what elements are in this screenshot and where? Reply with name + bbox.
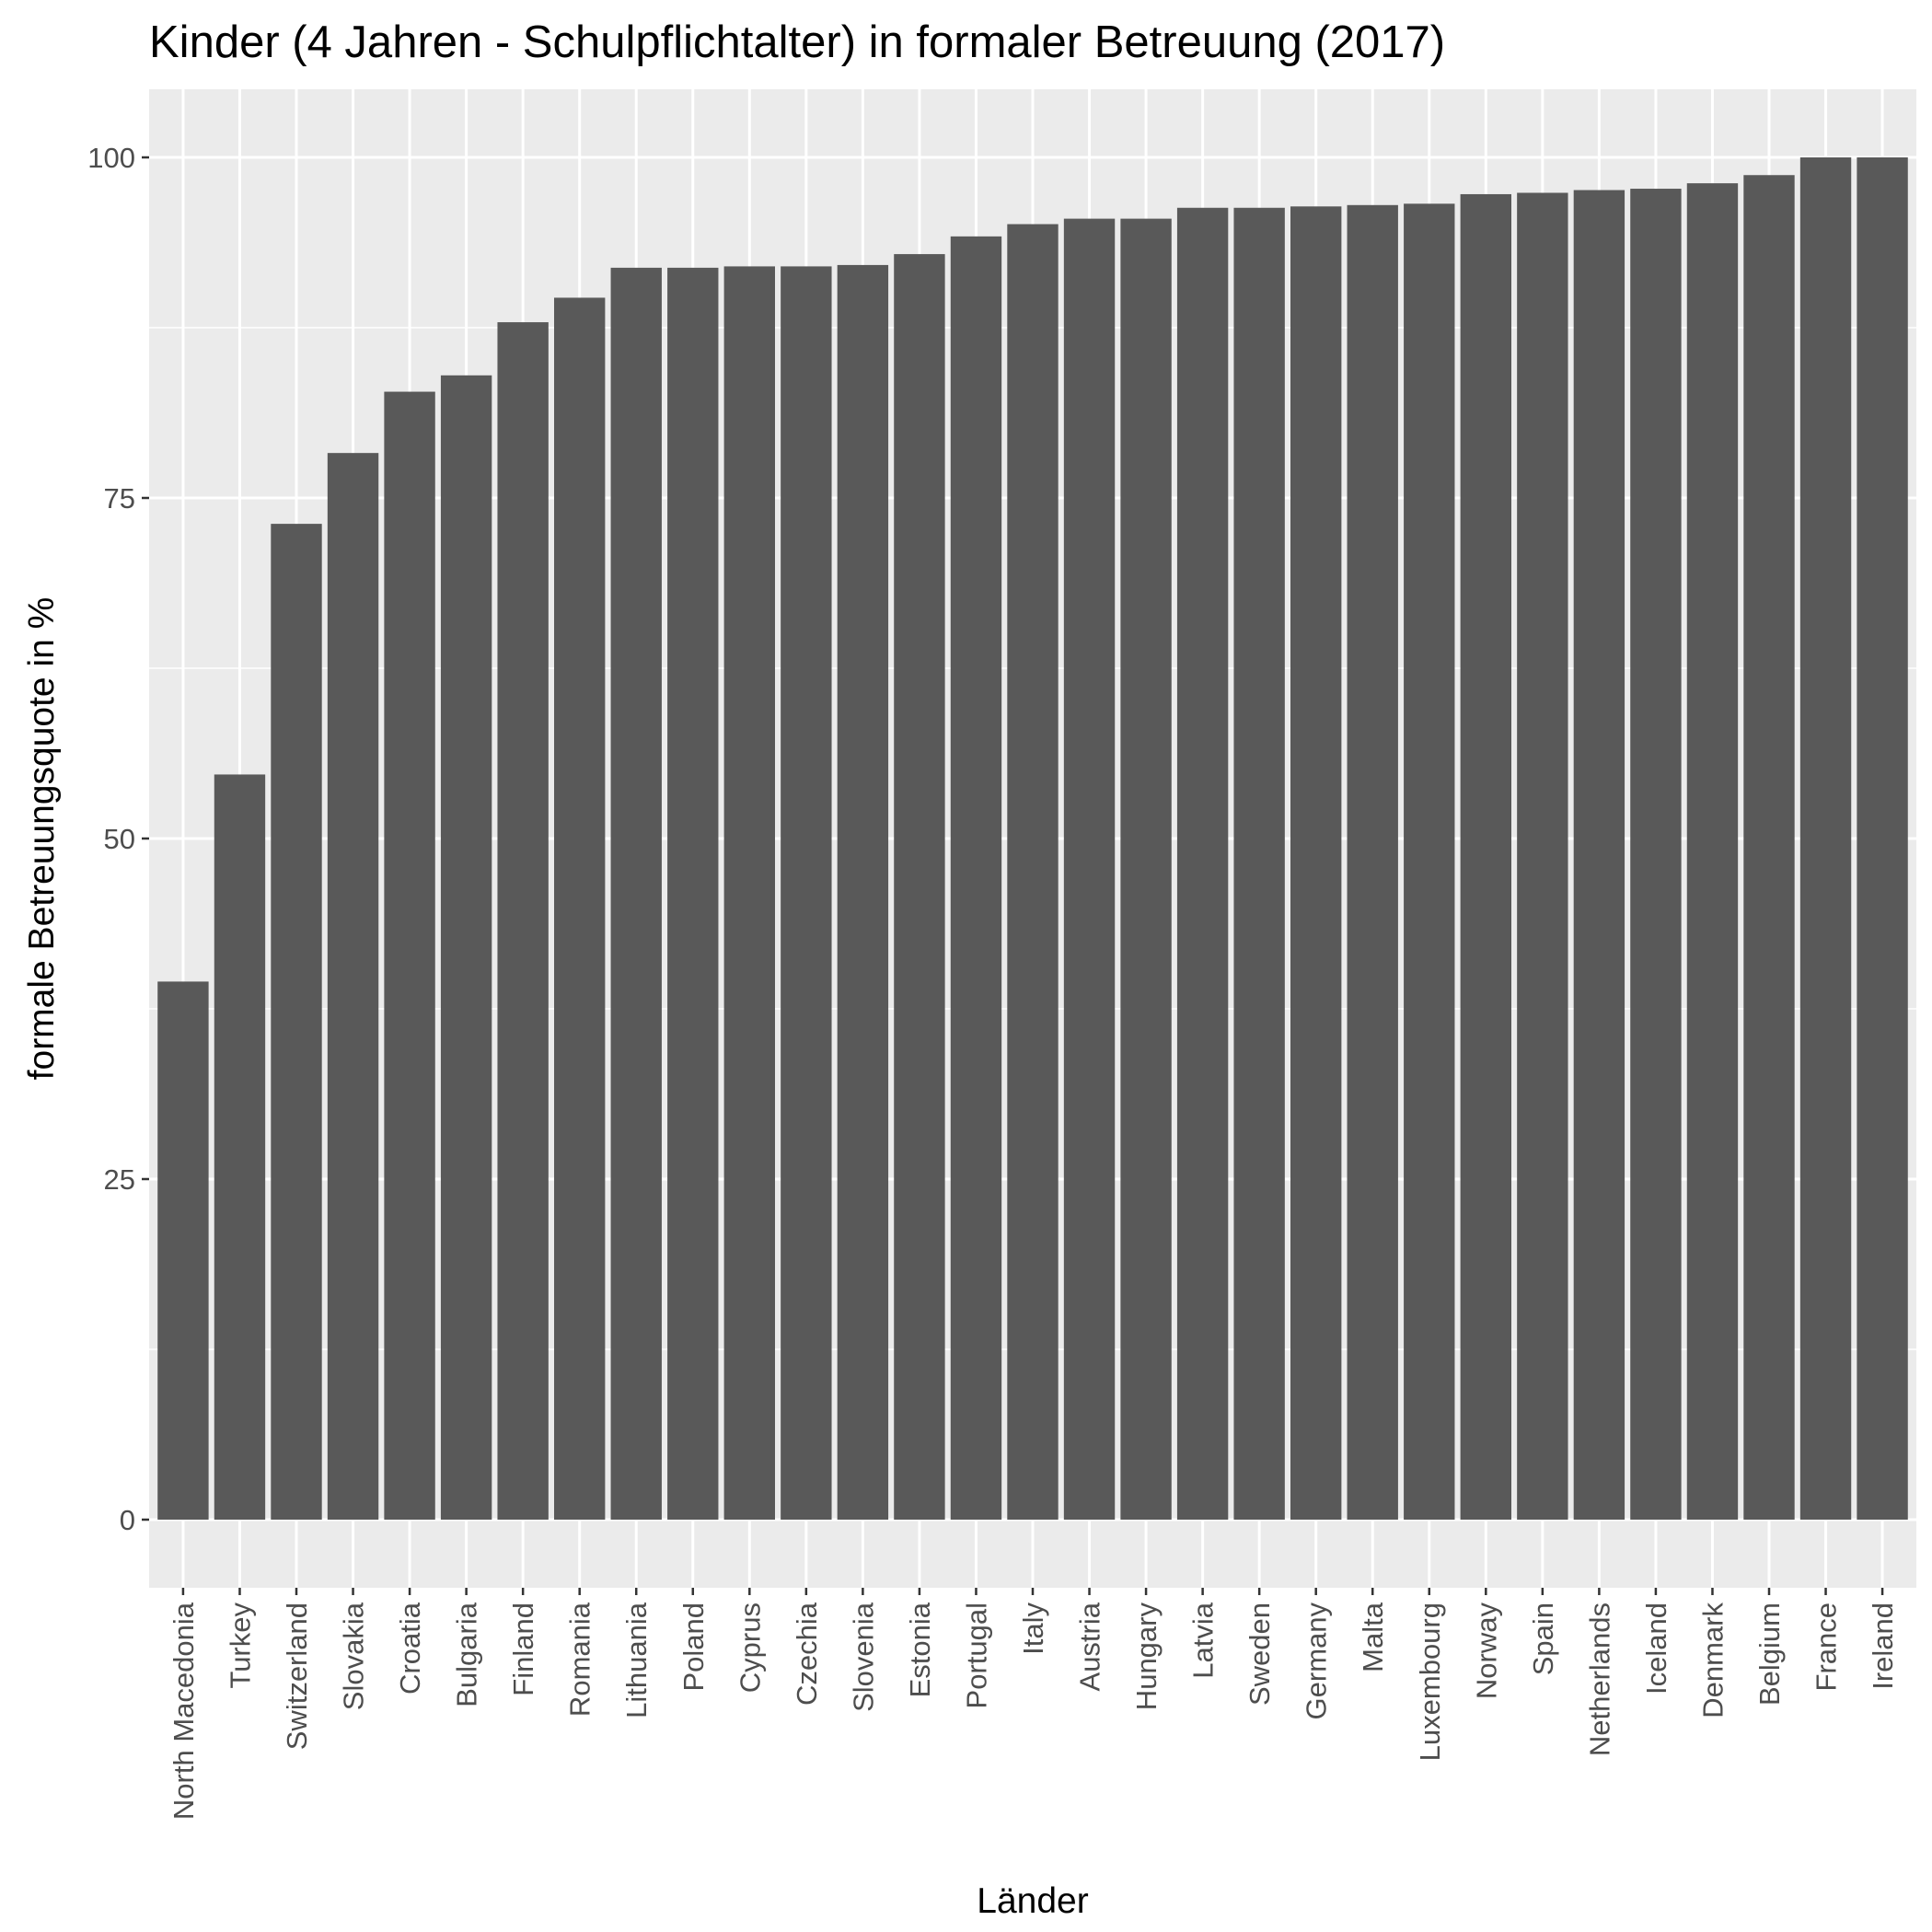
bar [667, 267, 719, 1520]
bar [1799, 157, 1852, 1520]
bar [384, 391, 435, 1520]
x-axis-title: Länder [977, 1881, 1088, 1921]
x-tick-label: Poland [677, 1602, 710, 1692]
x-tick-label: Cyprus [734, 1602, 766, 1693]
x-tick-label: Croatia [394, 1602, 426, 1695]
y-tick-label: 25 [104, 1163, 135, 1196]
y-tick-label: 0 [120, 1504, 135, 1536]
bar [1743, 175, 1795, 1521]
bar [781, 266, 832, 1520]
bar [1063, 218, 1116, 1521]
bar [894, 254, 945, 1521]
bar [1573, 190, 1625, 1520]
bar [1404, 203, 1455, 1520]
x-tick-label: Estonia [904, 1602, 936, 1697]
chart-title: Kinder (4 Jahren - Schulpflichtalter) in… [149, 17, 1445, 67]
x-tick-label: Latvia [1187, 1602, 1220, 1678]
bar [723, 266, 775, 1520]
x-tick-label: Italy [1017, 1602, 1049, 1655]
x-tick-label: Slovenia [847, 1602, 879, 1712]
y-axis: 0 25 50 75 100 [87, 142, 149, 1536]
x-tick-label: Malta [1357, 1602, 1389, 1672]
x-tick-label: Slovakia [338, 1602, 370, 1710]
bar [157, 981, 209, 1520]
x-tick-label: North Macedonia [168, 1602, 200, 1820]
bar [271, 524, 322, 1520]
bar [1233, 207, 1285, 1520]
bar [1630, 189, 1682, 1520]
bar [610, 267, 662, 1520]
x-tick-label: Turkey [224, 1602, 256, 1689]
bar [1857, 157, 1908, 1520]
x-tick-label: Portugal [960, 1602, 992, 1708]
x-tick-label: Norway [1470, 1602, 1502, 1700]
x-tick-label: Netherlands [1583, 1602, 1615, 1756]
y-tick-label: 50 [104, 823, 135, 855]
y-axis-title: formale Betreuungsquote in % [22, 597, 62, 1081]
x-axis: North Macedonia Turkey Switzerland Slovakia… [168, 1588, 1899, 1820]
bar [1120, 218, 1172, 1521]
bar [1176, 207, 1229, 1520]
bar [1686, 183, 1739, 1520]
x-tick-label: France [1811, 1602, 1843, 1691]
x-tick-label: Switzerland [281, 1602, 313, 1750]
bar [1517, 192, 1568, 1521]
bar [837, 264, 889, 1520]
x-tick-label: Austria [1074, 1602, 1106, 1691]
x-tick-label: Lithuania [620, 1602, 653, 1718]
bar [1290, 206, 1342, 1520]
bar [440, 375, 492, 1520]
x-tick-label: Romania [564, 1602, 596, 1717]
bar [327, 453, 379, 1520]
x-tick-label: Hungary [1130, 1602, 1163, 1711]
bar [214, 774, 266, 1520]
bars [157, 157, 1908, 1521]
x-tick-label: Spain [1527, 1602, 1559, 1675]
x-tick-label: Czechia [791, 1602, 823, 1706]
x-tick-label: Finland [507, 1602, 539, 1696]
x-tick-label: Luxembourg [1414, 1602, 1446, 1761]
bar [950, 236, 1002, 1521]
bar [1007, 224, 1059, 1520]
x-tick-label: Iceland [1640, 1602, 1672, 1695]
x-tick-label: Denmark [1696, 1602, 1729, 1718]
bar [1347, 204, 1398, 1520]
x-tick-label: Ireland [1867, 1602, 1899, 1690]
x-tick-label: Sweden [1244, 1602, 1276, 1706]
bar [554, 297, 606, 1521]
x-tick-label: Germany [1301, 1602, 1333, 1720]
x-tick-label: Belgium [1753, 1602, 1786, 1706]
bar [1460, 193, 1511, 1521]
x-tick-label: Bulgaria [451, 1602, 483, 1706]
y-tick-label: 100 [87, 142, 135, 174]
bar [497, 322, 549, 1521]
y-tick-label: 75 [104, 482, 135, 515]
